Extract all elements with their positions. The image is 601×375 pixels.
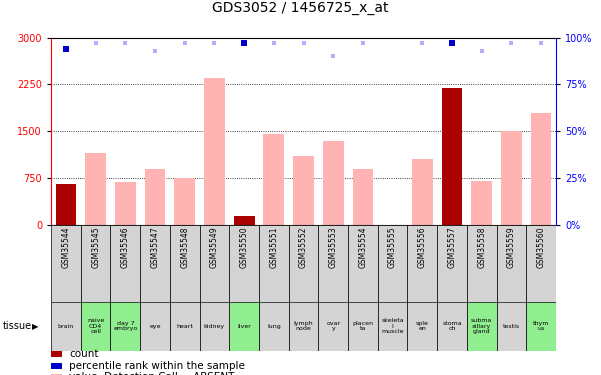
Bar [51, 363, 62, 369]
Text: GSM35557: GSM35557 [448, 226, 457, 268]
Bar [115, 182, 136, 225]
Bar [348, 225, 378, 302]
Bar [85, 153, 106, 225]
Text: GSM35560: GSM35560 [537, 226, 546, 268]
Bar [348, 302, 378, 351]
Text: sple
en: sple en [416, 321, 429, 332]
Bar [229, 302, 259, 351]
Bar [81, 225, 111, 302]
Text: lymph
node: lymph node [294, 321, 313, 332]
Bar [437, 302, 467, 351]
Text: heart: heart [176, 324, 193, 329]
Text: GSM35556: GSM35556 [418, 226, 427, 268]
Text: naive
CD4
cell: naive CD4 cell [87, 318, 104, 334]
Text: skeleta
l
muscle: skeleta l muscle [381, 318, 404, 334]
Text: GSM35559: GSM35559 [507, 226, 516, 268]
Text: GSM35549: GSM35549 [210, 226, 219, 268]
Text: eye: eye [149, 324, 161, 329]
Bar [200, 225, 229, 302]
Bar [319, 302, 348, 351]
Text: lung: lung [267, 324, 281, 329]
Text: stoma
ch: stoma ch [442, 321, 462, 332]
Bar [467, 225, 496, 302]
Bar [51, 302, 81, 351]
Text: GSM35544: GSM35544 [61, 226, 70, 268]
Text: count: count [69, 350, 99, 359]
Bar [323, 141, 344, 225]
Text: GSM35552: GSM35552 [299, 226, 308, 268]
Text: GSM35551: GSM35551 [269, 226, 278, 268]
Bar [378, 302, 407, 351]
Text: testis: testis [503, 324, 520, 329]
Text: day 7
embryо: day 7 embryо [113, 321, 138, 332]
Bar [229, 225, 259, 302]
Bar [526, 225, 556, 302]
Bar [293, 156, 314, 225]
Bar [288, 302, 319, 351]
Text: placen
ta: placen ta [352, 321, 373, 332]
Bar [81, 302, 111, 351]
Text: GSM35550: GSM35550 [240, 226, 249, 268]
Bar [51, 351, 62, 357]
Bar [145, 169, 165, 225]
Bar [319, 225, 348, 302]
Bar [174, 178, 195, 225]
Bar [111, 302, 140, 351]
Bar [170, 225, 200, 302]
Bar [412, 159, 433, 225]
Bar [259, 225, 288, 302]
Bar [531, 112, 552, 225]
Text: GSM35546: GSM35546 [121, 226, 130, 268]
Bar [51, 225, 81, 302]
Text: ▶: ▶ [32, 322, 38, 331]
Text: GDS3052 / 1456725_x_at: GDS3052 / 1456725_x_at [212, 1, 389, 15]
Text: kidney: kidney [204, 324, 225, 329]
Text: brain: brain [58, 324, 74, 329]
Bar [442, 87, 462, 225]
Bar [200, 302, 229, 351]
Bar [170, 302, 200, 351]
Bar [140, 302, 170, 351]
Bar [234, 216, 254, 225]
Bar [263, 134, 284, 225]
Bar [140, 225, 170, 302]
Bar [288, 225, 319, 302]
Text: value, Detection Call = ABSENT: value, Detection Call = ABSENT [69, 372, 234, 375]
Text: GSM35545: GSM35545 [91, 226, 100, 268]
Bar [526, 302, 556, 351]
Bar [407, 302, 437, 351]
Bar [378, 225, 407, 302]
Bar [437, 225, 467, 302]
Bar [51, 374, 62, 375]
Bar [471, 181, 492, 225]
Text: GSM35548: GSM35548 [180, 226, 189, 268]
Text: GSM35554: GSM35554 [358, 226, 367, 268]
Text: tissue: tissue [3, 321, 32, 331]
Bar [496, 302, 526, 351]
Text: thym
us: thym us [533, 321, 549, 332]
Text: liver: liver [237, 324, 251, 329]
Bar [259, 302, 288, 351]
Text: subma
xillary
gland: subma xillary gland [471, 318, 492, 334]
Bar [467, 302, 496, 351]
Text: GSM35547: GSM35547 [150, 226, 159, 268]
Bar [353, 169, 373, 225]
Bar [496, 225, 526, 302]
Text: GSM35555: GSM35555 [388, 226, 397, 268]
Bar [204, 78, 225, 225]
Bar [55, 184, 76, 225]
Bar [501, 131, 522, 225]
Bar [407, 225, 437, 302]
Text: ovar
y: ovar y [326, 321, 340, 332]
Text: GSM35553: GSM35553 [329, 226, 338, 268]
Bar [111, 225, 140, 302]
Text: GSM35558: GSM35558 [477, 226, 486, 268]
Text: percentile rank within the sample: percentile rank within the sample [69, 361, 245, 370]
